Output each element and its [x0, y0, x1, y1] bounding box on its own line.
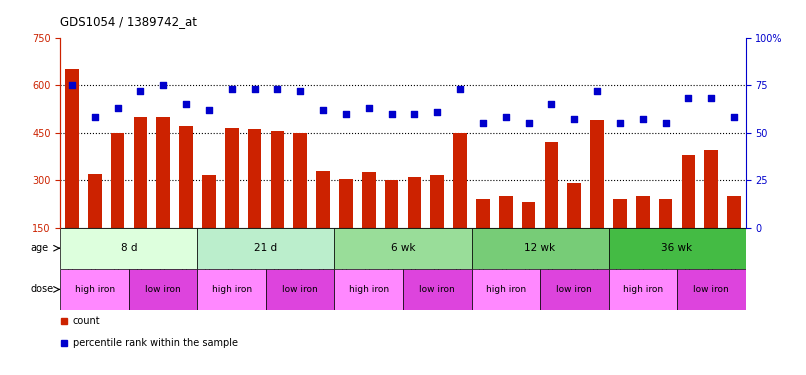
Bar — [293, 132, 307, 275]
Point — [591, 88, 604, 94]
Text: age: age — [31, 243, 49, 253]
Point — [339, 111, 352, 117]
Bar — [408, 177, 422, 275]
Point — [454, 86, 467, 92]
Text: 21 d: 21 d — [255, 243, 277, 253]
Text: 6 wk: 6 wk — [391, 243, 415, 253]
Point — [202, 107, 215, 113]
Point — [317, 107, 330, 113]
Bar — [225, 128, 239, 275]
Point — [613, 120, 626, 126]
Text: 12 wk: 12 wk — [525, 243, 555, 253]
Bar — [60, 228, 197, 269]
Text: GDS1054 / 1389742_at: GDS1054 / 1389742_at — [60, 15, 197, 28]
Bar — [179, 126, 193, 275]
Point — [363, 105, 376, 111]
Bar — [609, 228, 746, 269]
Point — [180, 101, 193, 107]
Point — [385, 111, 398, 117]
Point — [704, 95, 717, 101]
Bar — [499, 196, 513, 275]
Bar — [88, 174, 102, 275]
Point — [408, 111, 421, 117]
Bar — [590, 120, 604, 275]
Bar — [521, 202, 535, 275]
Bar — [472, 269, 540, 310]
Text: high iron: high iron — [212, 285, 251, 294]
Bar — [430, 176, 444, 275]
Bar — [545, 142, 559, 275]
Bar — [609, 269, 677, 310]
Bar — [636, 196, 650, 275]
Text: low iron: low iron — [556, 285, 592, 294]
Point — [248, 86, 261, 92]
Bar — [540, 269, 609, 310]
Text: 36 wk: 36 wk — [662, 243, 692, 253]
Bar — [677, 269, 746, 310]
Point — [225, 86, 239, 92]
Point — [476, 120, 489, 126]
Bar — [334, 228, 472, 269]
Bar — [334, 269, 403, 310]
Bar — [134, 117, 147, 275]
Point — [88, 114, 101, 120]
Bar — [316, 171, 330, 275]
Bar — [384, 180, 398, 275]
Text: low iron: low iron — [282, 285, 318, 294]
Text: high iron: high iron — [623, 285, 663, 294]
Text: low iron: low iron — [419, 285, 455, 294]
Bar — [472, 228, 609, 269]
Point — [567, 116, 580, 122]
Point — [65, 82, 78, 88]
Bar — [247, 129, 261, 275]
Text: low iron: low iron — [693, 285, 729, 294]
Bar — [60, 269, 129, 310]
Bar — [613, 199, 627, 275]
Point — [545, 101, 558, 107]
Bar — [453, 132, 467, 275]
Point — [659, 120, 672, 126]
Point — [156, 82, 169, 88]
Bar — [271, 131, 285, 275]
Text: high iron: high iron — [486, 285, 526, 294]
Bar — [403, 269, 472, 310]
Point — [682, 95, 695, 101]
Point — [637, 116, 650, 122]
Point — [522, 120, 535, 126]
Bar — [266, 269, 334, 310]
Bar — [476, 199, 490, 275]
Bar — [339, 178, 353, 275]
Bar — [682, 155, 696, 275]
Text: percentile rank within the sample: percentile rank within the sample — [73, 338, 238, 348]
Text: low iron: low iron — [145, 285, 181, 294]
Text: high iron: high iron — [75, 285, 114, 294]
Point — [430, 109, 443, 115]
Bar — [567, 183, 581, 275]
Text: high iron: high iron — [349, 285, 388, 294]
Bar — [156, 117, 170, 275]
Bar — [197, 228, 334, 269]
Bar — [110, 132, 124, 275]
Bar — [362, 172, 376, 275]
Point — [728, 114, 741, 120]
Text: count: count — [73, 316, 101, 326]
Point — [271, 86, 284, 92]
Bar — [659, 199, 672, 275]
Bar — [197, 269, 266, 310]
Bar — [202, 176, 216, 275]
Bar — [727, 196, 741, 275]
Point — [293, 88, 306, 94]
Point — [111, 105, 124, 111]
Text: 8 d: 8 d — [121, 243, 137, 253]
Bar — [129, 269, 197, 310]
Point — [134, 88, 147, 94]
Bar — [65, 69, 79, 275]
Bar — [704, 150, 718, 275]
Text: dose: dose — [31, 284, 54, 294]
Point — [499, 114, 513, 120]
